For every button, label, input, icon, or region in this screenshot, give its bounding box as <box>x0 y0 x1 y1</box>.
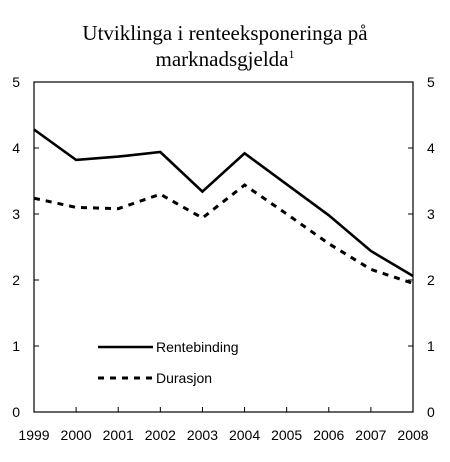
x-tick-label: 2007 <box>355 427 386 443</box>
x-tick-label: 2001 <box>103 427 134 443</box>
y-tick-label-left: 1 <box>12 338 20 354</box>
plot-frame <box>33 81 414 413</box>
x-tick-label: 2006 <box>313 427 344 443</box>
y-tick-label-right: 3 <box>427 206 435 222</box>
y-tick-label-right: 0 <box>427 404 435 420</box>
y-tick-label-right: 1 <box>427 338 435 354</box>
y-tick-label-right: 2 <box>427 272 435 288</box>
chart-title-footnote: 1 <box>288 47 295 61</box>
y-tick-label-left: 0 <box>12 404 20 420</box>
y-tick-label-right: 4 <box>427 140 435 156</box>
x-tick-label: 2002 <box>145 427 176 443</box>
y-tick-label-right: 5 <box>427 74 435 90</box>
x-tick-label: 2004 <box>229 427 260 443</box>
y-tick-label-left: 2 <box>12 272 20 288</box>
chart-title: Utviklinga i renteeksponeringa på markna… <box>0 20 450 72</box>
legend-label-durasjon: Durasjon <box>156 370 212 386</box>
chart-axes: 0 0 1 1 2 2 3 3 4 4 5 5 1999 2000 2001 2002 2003 2004 2005… <box>12 74 435 443</box>
legend-label-rentebinding: Rentebinding <box>156 339 239 355</box>
y-tick-label-left: 3 <box>12 206 20 222</box>
series-line-rentebinding <box>33 128 414 278</box>
series-line-durasjon <box>33 183 414 285</box>
y-tick-label-left: 4 <box>12 140 20 156</box>
x-tick-label: 2008 <box>397 427 428 443</box>
chart-title-line1: Utviklinga i renteeksponeringa på <box>82 21 368 45</box>
y-tick-label-left: 5 <box>12 74 20 90</box>
chart-series <box>33 128 414 285</box>
chart-title-line2: marknadsgjelda <box>155 47 289 71</box>
x-tick-label: 2000 <box>61 427 92 443</box>
x-tick-label: 2003 <box>187 427 218 443</box>
chart-legend: Rentebinding Durasjon <box>98 339 239 386</box>
x-tick-label: 2005 <box>271 427 302 443</box>
x-tick-label: 1999 <box>18 427 49 443</box>
